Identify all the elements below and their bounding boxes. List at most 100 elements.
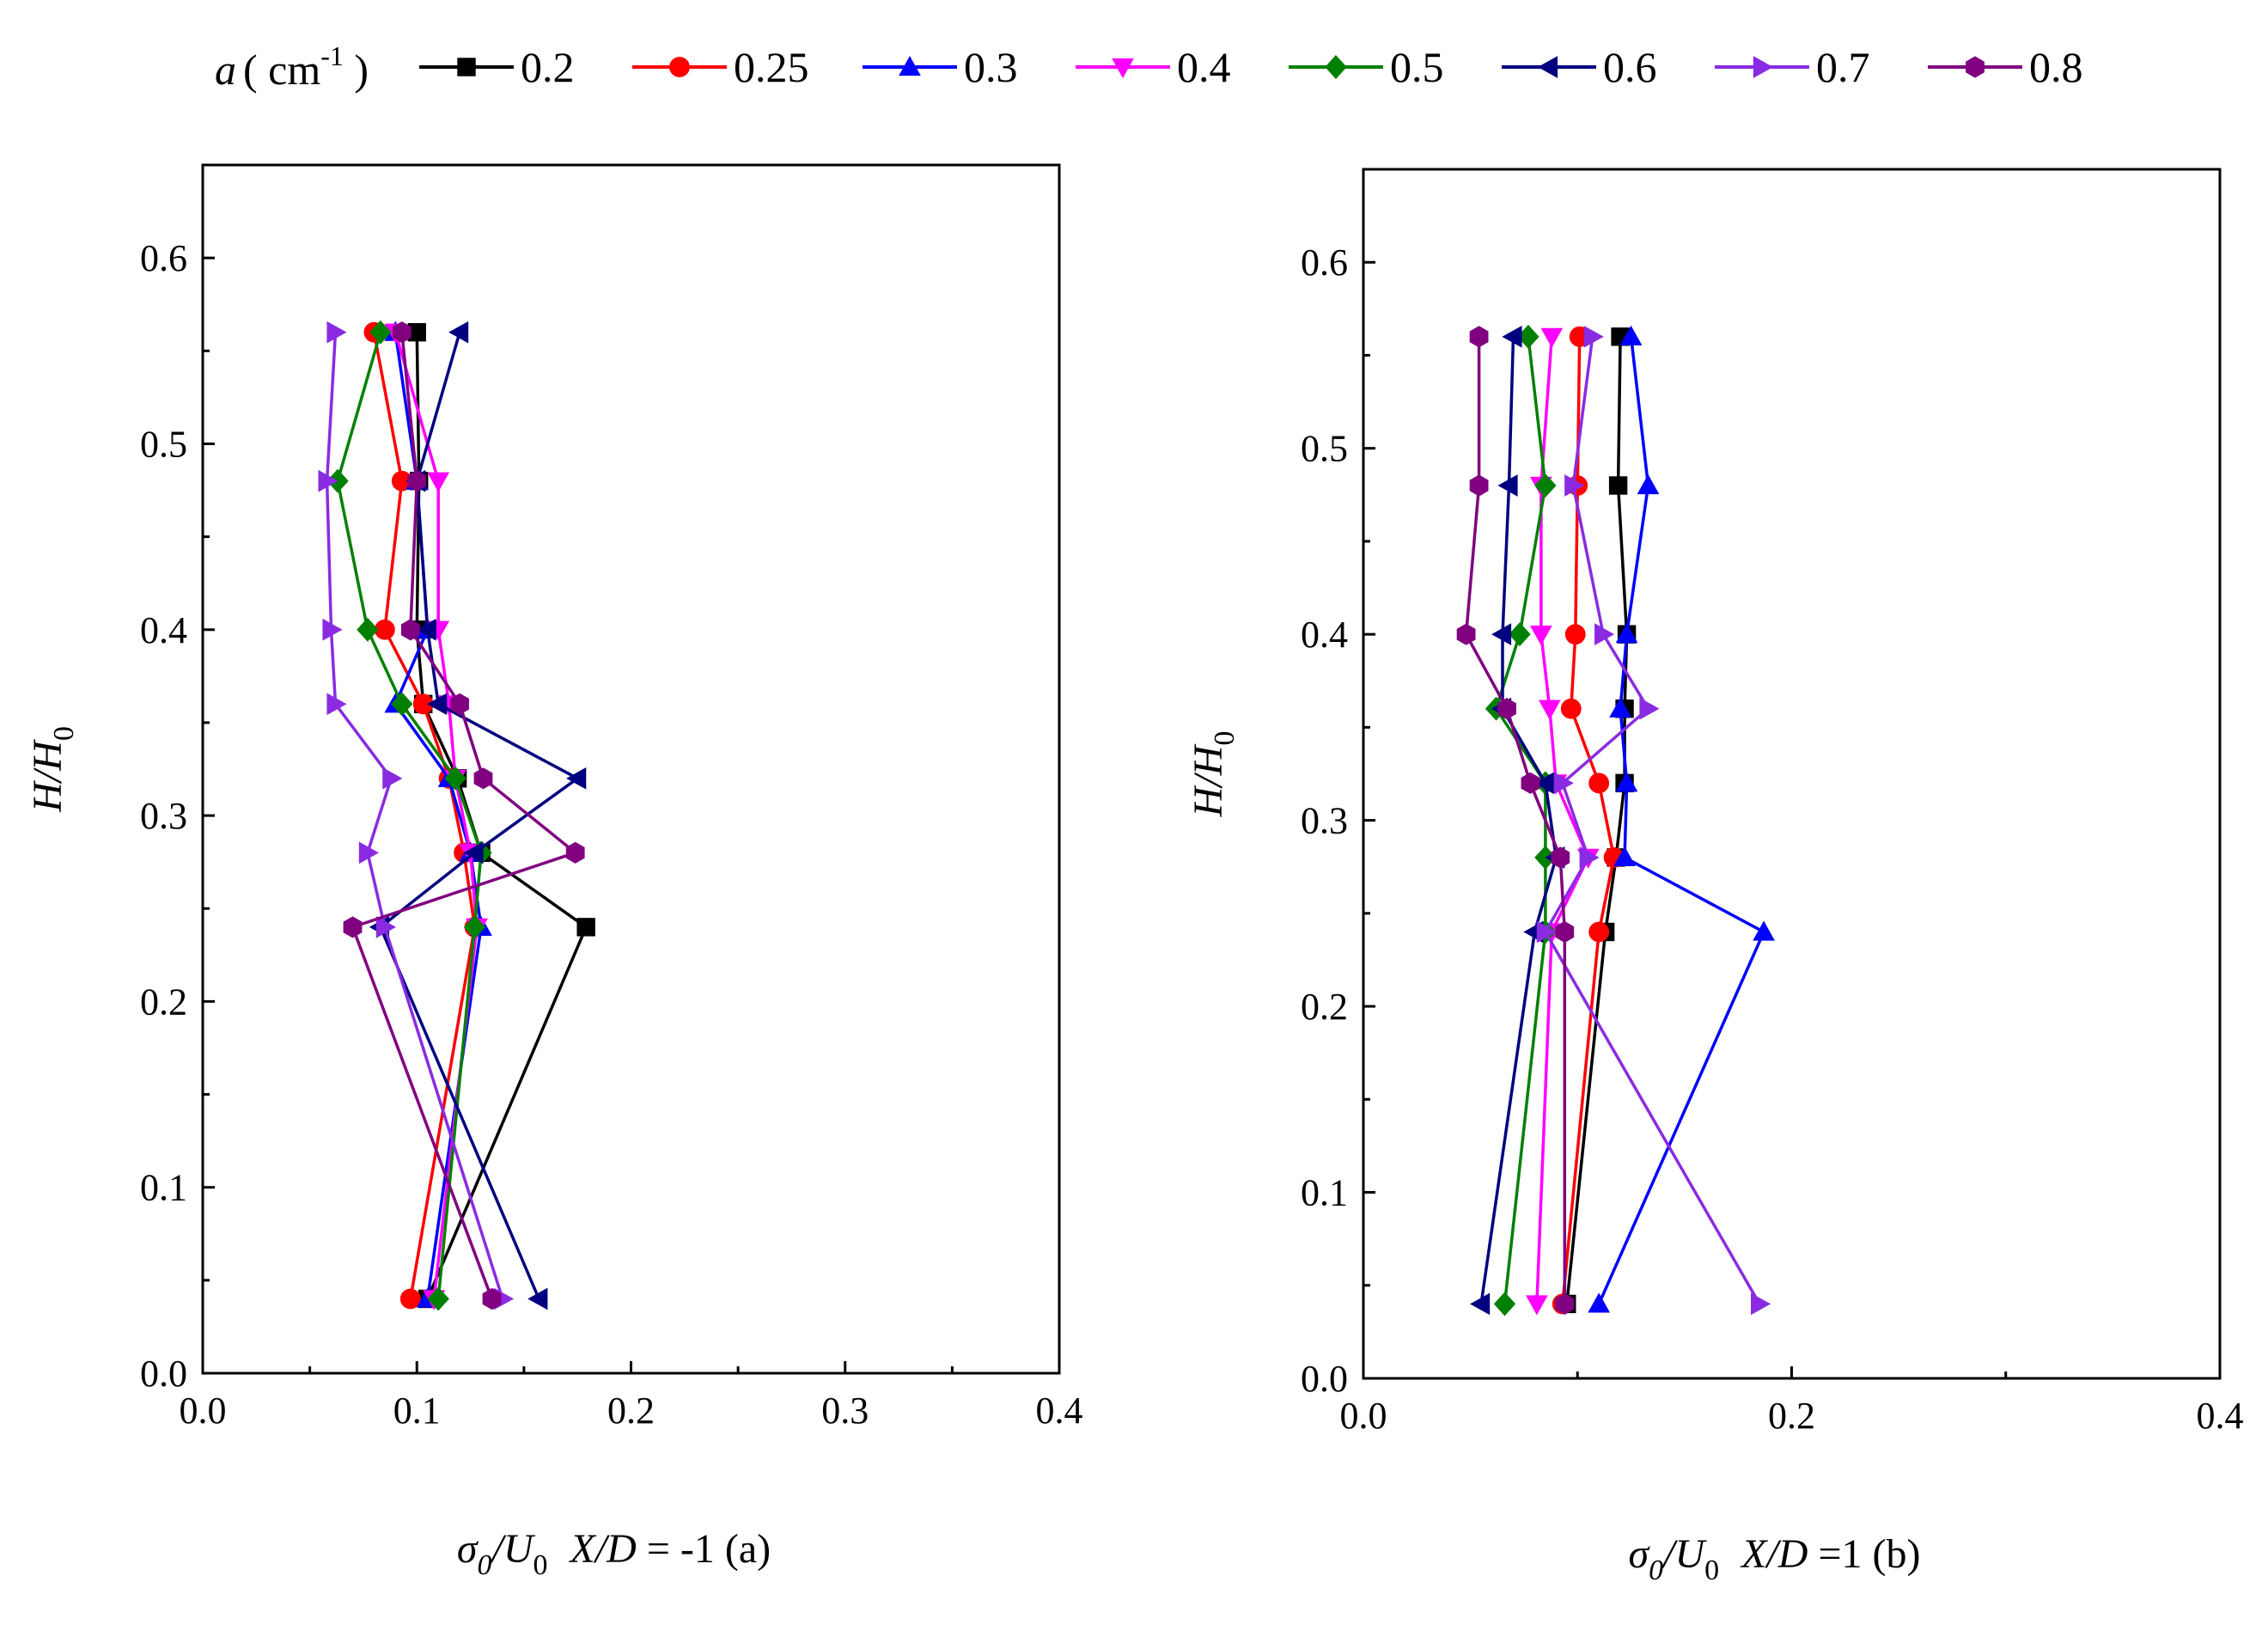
data-point-0.7 [1583,325,1604,348]
data-point-0.7 [1553,772,1574,795]
series-line-0.3 [1597,336,1765,1305]
data-point-0.7 [1564,474,1585,497]
data-point-0.5 [1509,622,1531,647]
series-0.7 [1536,325,1771,1316]
data-point-0.8 [392,321,412,344]
legend-marker-0.4 [1112,58,1134,79]
y-tick-label: 0.5 [140,423,187,465]
legend-title-symbol: a [215,46,236,94]
data-point-0.7 [318,469,338,492]
y-tick-label: 0.0 [1301,1358,1348,1400]
y-tick-label: 0.2 [1301,986,1348,1028]
data-point-0.7 [322,618,343,641]
data-point-0.3 [1637,473,1660,495]
data-point-0.7 [382,767,403,790]
series-0.6 [1470,325,1565,1316]
data-point-0.25 [399,1288,421,1310]
data-point-0.7 [1639,697,1660,720]
panel-b: 0.0 0.1 0.2 0.3 0.4 0.5 0.6 0.0 0.2 0.4 H/H0 σ0/U0 X… [1186,168,2244,1586]
y-axis-title: H/H0 [25,726,80,813]
series-0.2 [1558,327,1637,1314]
legend-title-exp: -1 [320,40,344,71]
data-point-0.5 [369,320,392,345]
legend-label-0.3: 0.3 [964,43,1018,91]
data-point-0.6 [1470,1292,1491,1316]
data-point-0.8 [1497,698,1516,720]
x-tick-label: 0.0 [1340,1395,1387,1437]
legend-marker-0.6 [1537,56,1558,78]
x-axis-title: σ0/U0 X/D =1 (b) [1628,1531,1920,1586]
legend-item-0.2: 0.2 [419,43,575,91]
data-point-0.4 [1538,699,1561,720]
legend-marker-0.7 [1753,56,1774,78]
y-axis-title: H/H0 [1186,731,1241,818]
x-tick-label: 0.2 [607,1390,655,1432]
x-tick-label: 0.0 [180,1390,227,1432]
data-point-0.7 [358,841,379,864]
data-point-0.8 [565,841,585,864]
series-line-0.7 [325,332,504,1300]
data-point-0.6 [1533,772,1554,795]
legend-title: a( cm-1 ) [215,40,369,94]
y-tick-label: 0.1 [140,1167,187,1209]
series-line-0.5 [336,332,483,1299]
y-tick-label: 0.3 [140,795,187,837]
series-0.25 [363,321,485,1310]
data-point-0.7 [1579,846,1600,869]
legend-marker-0.3 [899,55,921,76]
series-0.4 [1526,327,1600,1316]
legend-item-0.5: 0.5 [1289,43,1444,91]
y-tick-label: 0.4 [140,609,187,651]
data-point-0.8 [1555,1292,1575,1315]
data-point-0.8 [1456,623,1476,645]
data-point-0.8 [1469,326,1489,348]
data-point-0.3 [1753,920,1775,941]
series-0.8 [1456,326,1575,1315]
data-point-0.6 [463,841,484,864]
data-point-0.7 [1536,920,1557,944]
data-point-0.4 [1526,1295,1548,1316]
data-point-0.2 [576,918,595,937]
data-point-0.7 [375,916,396,938]
data-point-0.6 [566,767,587,790]
x-tick-label: 0.3 [821,1390,869,1432]
series-line-0.8 [1464,336,1567,1304]
data-point-0.6 [1497,474,1518,497]
data-point-0.7 [326,693,347,716]
series-line-0.7 [1544,336,1761,1305]
legend-label-0.4: 0.4 [1177,43,1231,91]
legend: a( cm-1 ) 0.2 0.25 0.3 0.4 0.5 0.6 0.7 0.8 [215,40,2083,94]
data-point-0.7 [1751,1292,1771,1316]
data-point-0.2 [1608,476,1628,495]
legend-marker-0.5 [1325,55,1347,79]
legend-item-0.7: 0.7 [1715,43,1870,91]
y-tick-label: 0.2 [140,980,187,1023]
data-point-0.3 [1588,1292,1611,1313]
data-point-0.5 [427,1286,449,1311]
legend-marker-0.8 [1966,56,1984,78]
data-point-0.5 [444,766,466,791]
y-tick-label: 0.1 [1301,1172,1348,1214]
data-point-0.6 [427,693,448,716]
y-tick-label: 0.0 [140,1353,187,1395]
data-point-0.5 [391,692,413,717]
series-line-0.25 [372,332,477,1299]
y-tick-label: 0.3 [1301,800,1348,842]
data-point-0.8 [450,693,469,715]
legend-item-0.4: 0.4 [1076,43,1231,91]
data-point-0.25 [1560,698,1582,719]
data-point-0.5 [1493,1292,1516,1316]
legend-label-0.2: 0.2 [521,43,575,91]
data-point-0.6 [1491,623,1512,646]
legend-items: 0.2 0.25 0.3 0.4 0.5 0.6 0.7 0.8 [419,43,2083,91]
data-point-0.7 [1594,623,1615,646]
data-point-0.5 [1534,473,1557,498]
legend-label-0.8: 0.8 [2029,43,2083,91]
series-0.8 [343,321,585,1310]
data-point-0.4 [427,472,450,492]
series-0.3 [1588,325,1775,1313]
plot-frame-a [201,163,1061,1375]
legend-title-unit: ( cm [243,46,320,94]
data-point-0.8 [400,619,420,641]
data-point-0.3 [1613,846,1636,867]
